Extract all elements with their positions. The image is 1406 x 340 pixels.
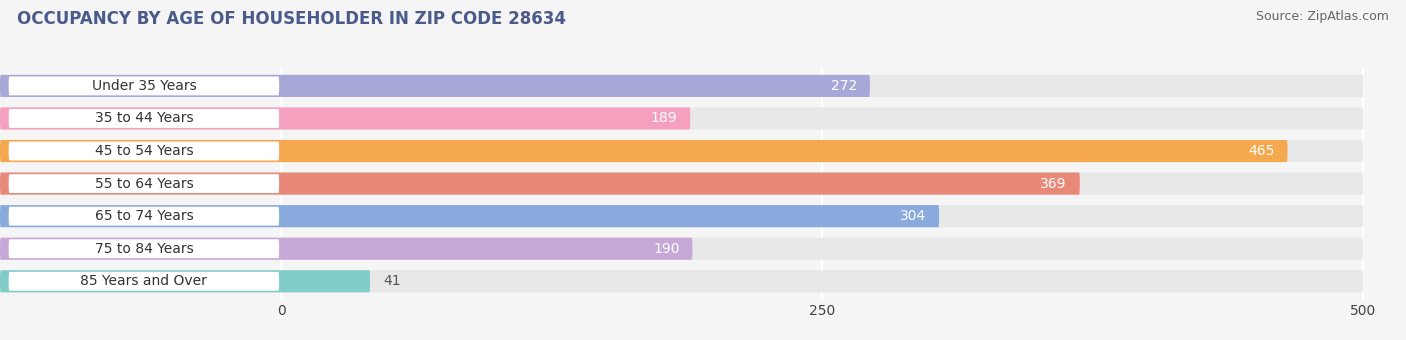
Text: 45 to 54 Years: 45 to 54 Years	[94, 144, 193, 158]
Text: 272: 272	[831, 79, 856, 93]
Text: 35 to 44 Years: 35 to 44 Years	[94, 112, 193, 125]
FancyBboxPatch shape	[8, 207, 280, 226]
FancyBboxPatch shape	[0, 75, 870, 97]
FancyBboxPatch shape	[0, 205, 939, 227]
FancyBboxPatch shape	[8, 272, 280, 291]
FancyBboxPatch shape	[0, 270, 370, 292]
Text: 465: 465	[1249, 144, 1275, 158]
FancyBboxPatch shape	[8, 76, 280, 95]
FancyBboxPatch shape	[0, 172, 1080, 195]
FancyBboxPatch shape	[0, 107, 690, 130]
FancyBboxPatch shape	[0, 238, 693, 260]
Text: 75 to 84 Years: 75 to 84 Years	[94, 242, 193, 256]
FancyBboxPatch shape	[0, 140, 1364, 162]
Text: 55 to 64 Years: 55 to 64 Years	[94, 176, 193, 191]
Text: OCCUPANCY BY AGE OF HOUSEHOLDER IN ZIP CODE 28634: OCCUPANCY BY AGE OF HOUSEHOLDER IN ZIP C…	[17, 10, 565, 28]
FancyBboxPatch shape	[8, 239, 280, 258]
FancyBboxPatch shape	[8, 141, 280, 160]
FancyBboxPatch shape	[0, 140, 1288, 162]
FancyBboxPatch shape	[0, 107, 1364, 130]
FancyBboxPatch shape	[0, 172, 1364, 195]
Text: 41: 41	[382, 274, 401, 288]
FancyBboxPatch shape	[8, 109, 280, 128]
Text: 65 to 74 Years: 65 to 74 Years	[94, 209, 193, 223]
Text: 369: 369	[1040, 176, 1067, 191]
Text: 304: 304	[900, 209, 927, 223]
FancyBboxPatch shape	[0, 238, 1364, 260]
FancyBboxPatch shape	[0, 270, 1364, 292]
Text: Source: ZipAtlas.com: Source: ZipAtlas.com	[1256, 10, 1389, 23]
Text: 189: 189	[651, 112, 678, 125]
Text: Under 35 Years: Under 35 Years	[91, 79, 197, 93]
FancyBboxPatch shape	[8, 174, 280, 193]
Text: 85 Years and Over: 85 Years and Over	[80, 274, 207, 288]
FancyBboxPatch shape	[0, 205, 1364, 227]
Text: 190: 190	[652, 242, 679, 256]
FancyBboxPatch shape	[0, 75, 1364, 97]
